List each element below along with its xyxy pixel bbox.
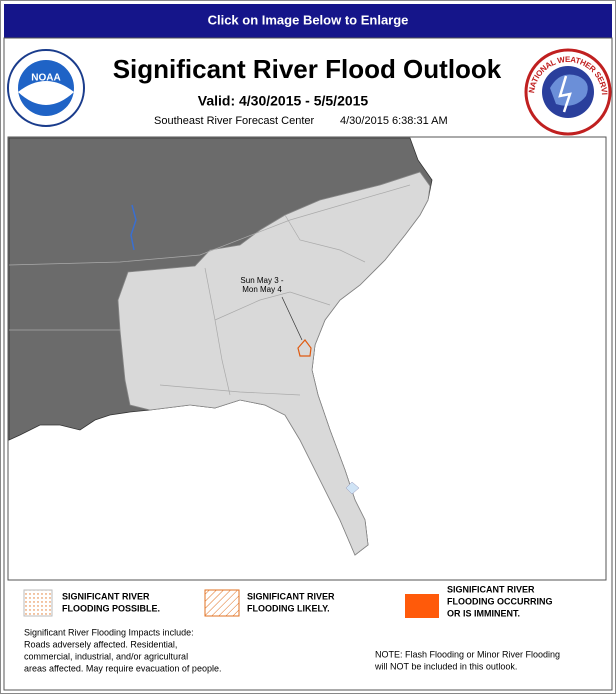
flood-area: [297, 339, 312, 357]
legend-text: FLOODING OCCURRING: [447, 596, 553, 606]
forecast-center: Southeast River Forecast Center: [154, 115, 315, 127]
legend-text: OR IS IMMINENT.: [447, 608, 520, 618]
content-border: [3, 37, 613, 691]
legend-swatch-possible: [23, 589, 53, 617]
banner-text: Click on Image Below to Enlarge: [208, 12, 409, 27]
river: [130, 204, 137, 251]
legend-text: SIGNIFICANT RIVER: [447, 584, 535, 594]
noaa-logo: NOAA: [7, 49, 85, 127]
impacts-text: Significant River Flooding Impacts inclu…: [24, 627, 194, 637]
legend-swatch-occurring: [405, 594, 439, 618]
annotation-leader: [281, 296, 303, 341]
impacts-text: commercial, industrial, and/or agricultu…: [24, 651, 188, 661]
title: Significant River Flood Outlook: [113, 54, 502, 84]
noaa-text: NOAA: [31, 73, 60, 84]
lake: [345, 481, 360, 495]
legend-text: FLOODING POSSIBLE.: [62, 603, 160, 613]
legend-swatch-likely: [204, 589, 240, 617]
serfc-region: [117, 171, 431, 556]
issued-time: 4/30/2015 6:38:31 AM: [340, 115, 448, 127]
note-text: NOTE: Flash Flooding or Minor River Floo…: [375, 649, 560, 659]
legend-text: FLOODING LIKELY.: [247, 603, 330, 613]
banner: [4, 4, 612, 38]
valid-range: Valid: 4/30/2015 - 5/5/2015: [198, 93, 369, 109]
note-text: will NOT be included in this outlook.: [374, 661, 517, 671]
legend-text: SIGNIFICANT RIVER: [62, 591, 150, 601]
state-lines: [8, 184, 411, 396]
annotation: Sun May 3 -: [240, 276, 283, 285]
impacts-text: Roads adversely affected. Residential,: [24, 639, 177, 649]
impacts-text: areas affected. May require evacuation o…: [24, 663, 221, 673]
annotation: Mon May 4: [242, 285, 282, 294]
legend-text: SIGNIFICANT RIVER: [247, 591, 335, 601]
map[interactable]: Sun May 3 - Mon May 4: [7, 136, 607, 581]
